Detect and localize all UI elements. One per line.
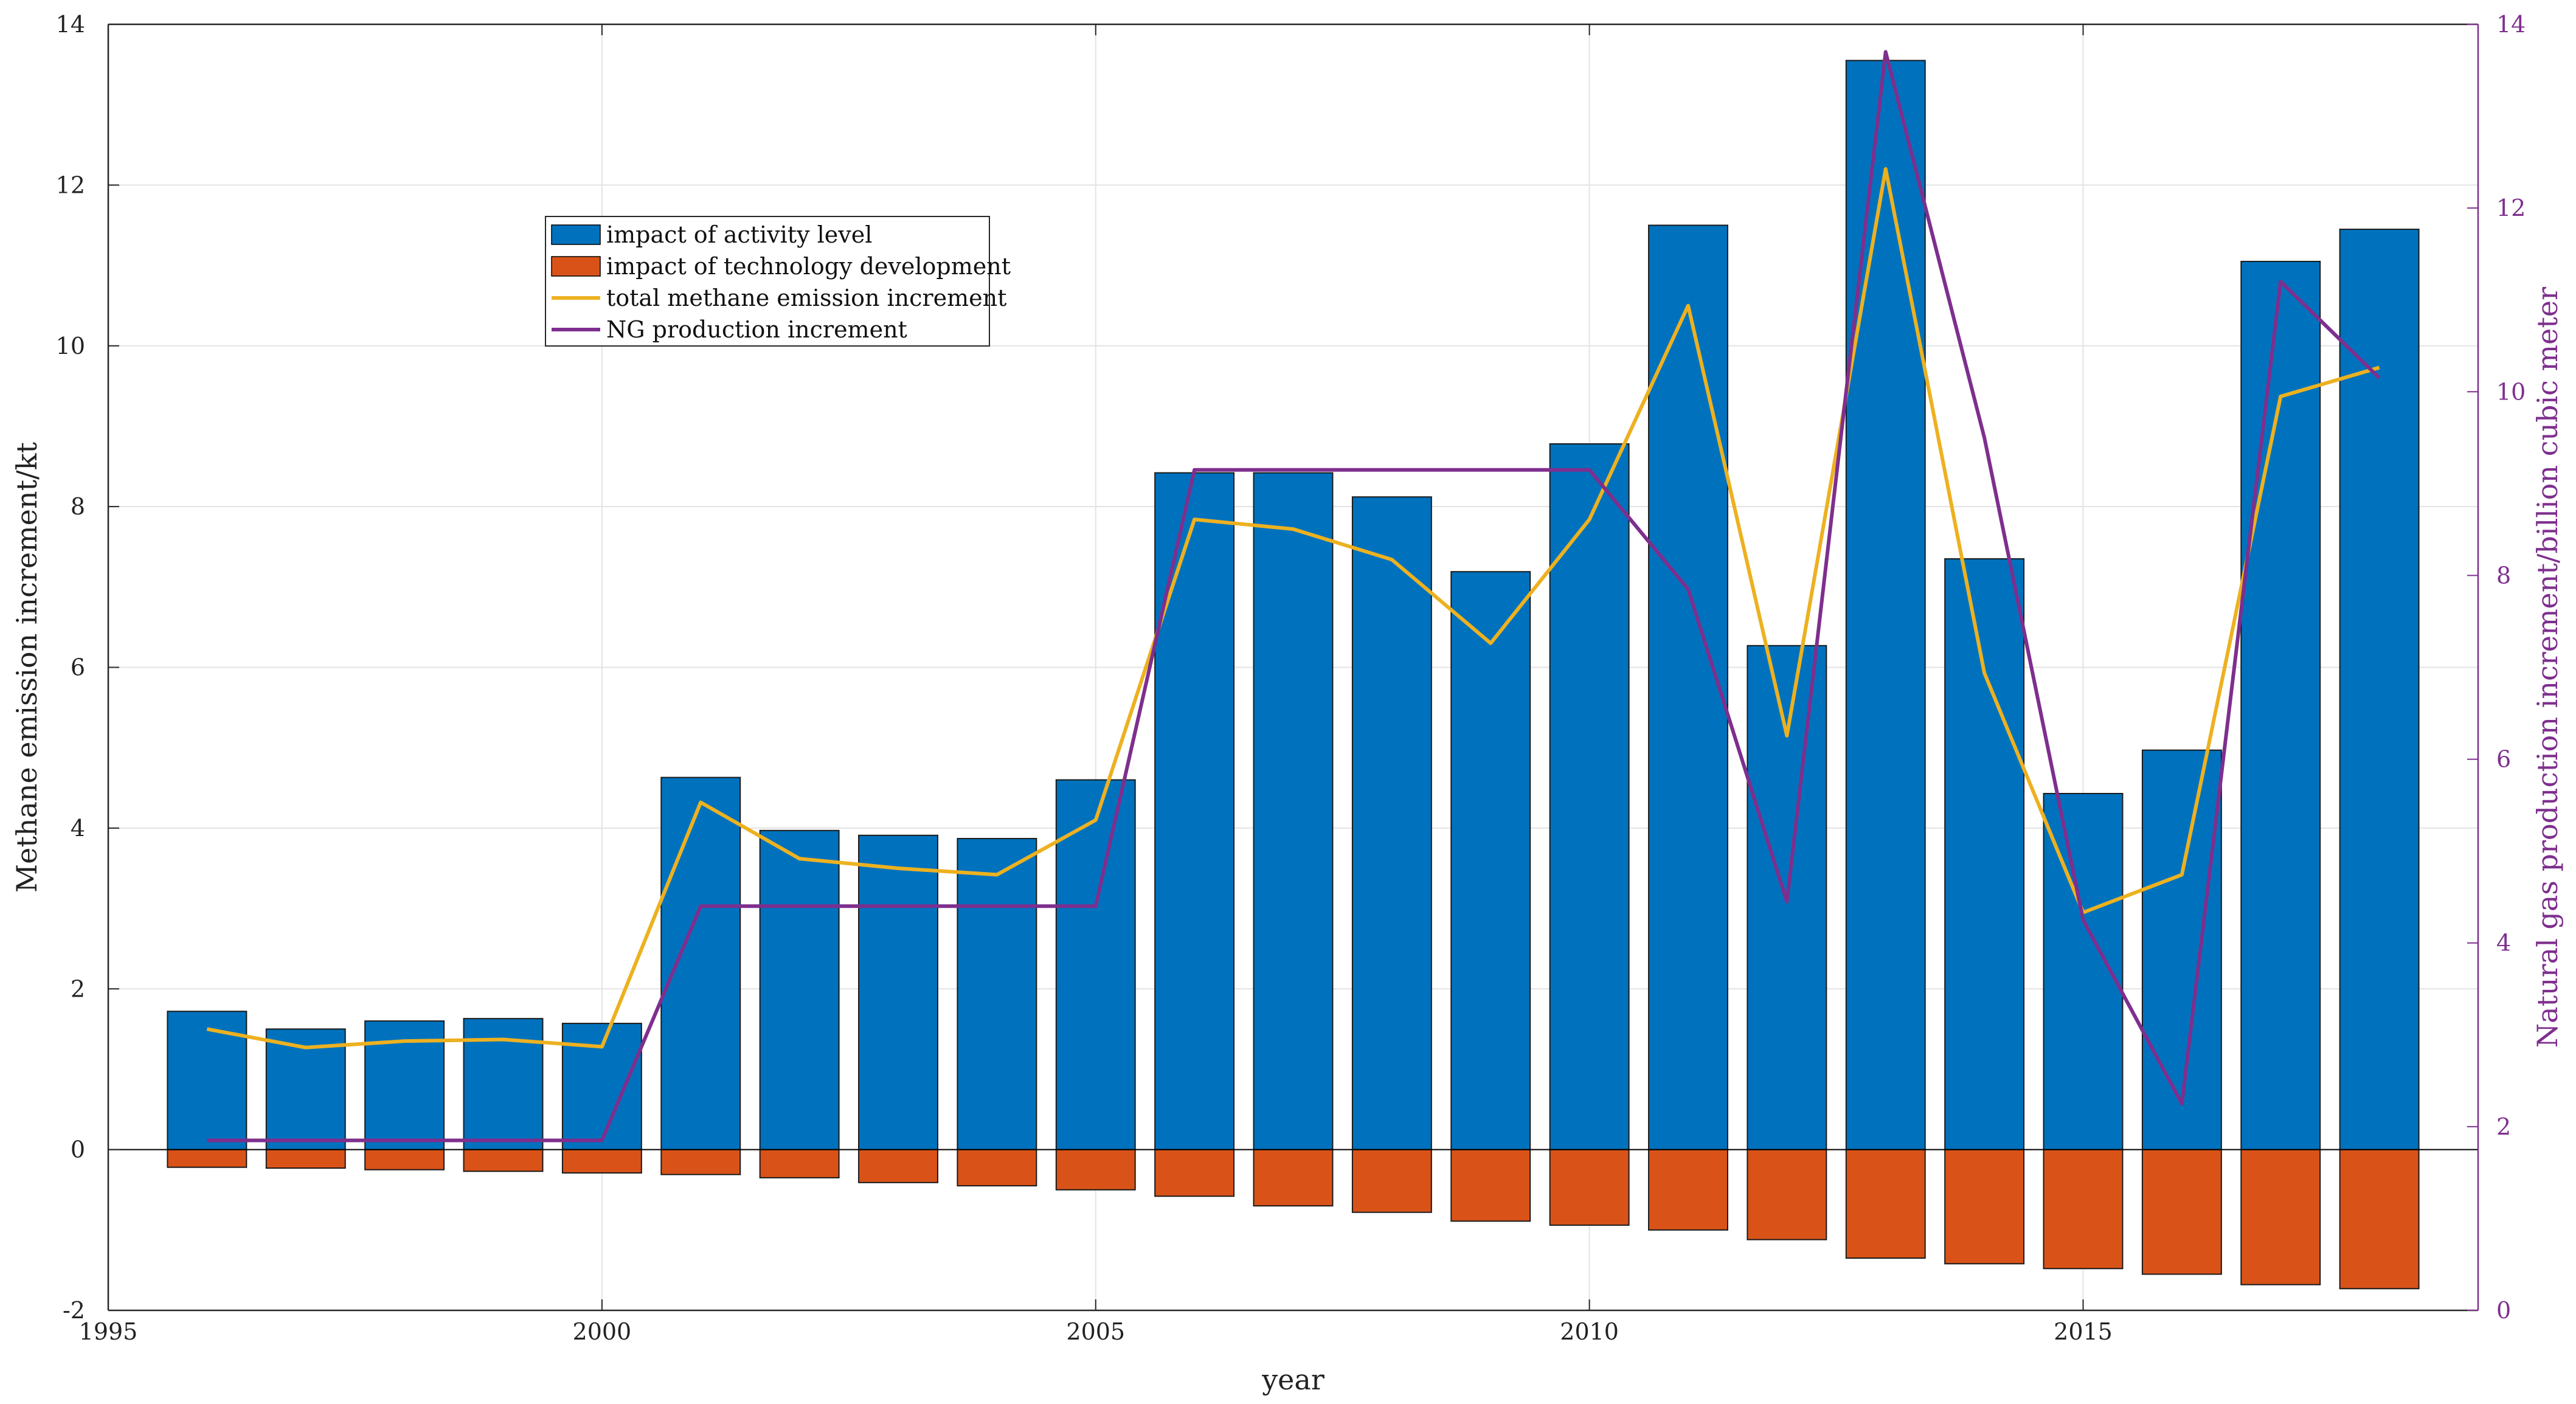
line-ng-production <box>207 50 2381 1143</box>
y-tick-label: 0 <box>71 1136 85 1163</box>
ticks: 1995 2000 2005 2010 2015 -2 0 2 4 6 8 10 12 14 0 2 4 6 8 10… <box>56 11 2526 1345</box>
bar-activity-level <box>1055 779 1136 1150</box>
bar-technology-development <box>1648 1149 1728 1231</box>
bar-technology-development <box>660 1149 741 1175</box>
x-tick-label: 2005 <box>1066 1318 1125 1345</box>
bar-activity-level <box>858 834 938 1150</box>
y2-tick-label: 0 <box>2496 1297 2511 1324</box>
bar-technology-development <box>167 1149 248 1168</box>
x-tick-label: 2015 <box>2054 1318 2113 1345</box>
y2-tick-label: 14 <box>2496 11 2526 38</box>
bar-activity-level <box>2339 229 2420 1150</box>
bar-technology-development <box>1154 1149 1235 1197</box>
x-tick-label: 2000 <box>573 1318 632 1345</box>
bar-technology-development <box>1944 1149 2025 1265</box>
y-tick-label: 10 <box>56 333 85 359</box>
y-axis-label: Methane emission increment/kt <box>10 442 43 893</box>
legend-swatch-activity <box>551 224 601 245</box>
y-tick-label: 4 <box>71 815 85 842</box>
y2-tick-label: 2 <box>2496 1113 2511 1140</box>
y2-tick-label: 4 <box>2496 930 2511 956</box>
bar-technology-development <box>1747 1149 1827 1240</box>
bar-technology-development <box>463 1149 544 1172</box>
bar-activity-level <box>1549 443 1630 1150</box>
y-tick-label: 6 <box>71 654 85 681</box>
bar-technology-development <box>2141 1149 2222 1275</box>
bar-activity-level <box>1845 60 1926 1150</box>
bar-activity-level <box>1253 472 1334 1150</box>
bar-activity-level <box>1351 496 1432 1150</box>
line-total-methane-emission <box>206 167 2380 1050</box>
bar-technology-development <box>957 1149 1037 1187</box>
bar-technology-development <box>1055 1149 1136 1191</box>
legend: impact of activity level impact of techn… <box>545 216 1011 347</box>
legend-label-technology: impact of technology development <box>606 253 1011 280</box>
x-axis-label: year <box>1261 1363 1324 1396</box>
legend-box <box>545 216 990 347</box>
x-tick-label: 1995 <box>79 1318 138 1345</box>
y-tick-label: 8 <box>71 493 85 520</box>
bar-activity-level <box>957 838 1037 1150</box>
bar-technology-development <box>1253 1149 1334 1207</box>
legend-swatch-technology <box>551 256 601 277</box>
bar-activity-level <box>759 829 840 1150</box>
bar-activity-level <box>167 1011 248 1150</box>
bar-technology-development <box>2043 1149 2124 1270</box>
lines <box>206 50 2381 1143</box>
y-tick-label: -2 <box>63 1297 85 1324</box>
y-tick-label: 2 <box>71 975 85 1002</box>
x-tick-label: 2010 <box>1560 1318 1619 1345</box>
bar-technology-development <box>1549 1149 1630 1226</box>
legend-item-activity: impact of activity level <box>551 221 872 248</box>
bar-technology-development <box>2240 1149 2321 1285</box>
bar-activity-level <box>1450 571 1531 1150</box>
bar-technology-development <box>1845 1149 1926 1259</box>
bar-technology-development <box>1450 1149 1531 1222</box>
y2-tick-label: 10 <box>2496 378 2526 405</box>
legend-item-technology: impact of technology development <box>551 253 1011 280</box>
legend-label-total-methane: total methane emission increment <box>606 285 1006 311</box>
y2-tick-label: 6 <box>2496 746 2511 773</box>
bar-technology-development <box>759 1149 840 1178</box>
bar-technology-development <box>858 1149 938 1183</box>
bar-activity-level <box>1944 558 2025 1150</box>
y-tick-label: 12 <box>56 171 85 198</box>
y2-axis-label: Natural gas production increment/billion… <box>2531 287 2564 1048</box>
y2-tick-label: 8 <box>2496 562 2511 589</box>
bar-activity-level <box>660 776 741 1150</box>
legend-item-ng-production: NG production increment <box>552 316 907 343</box>
bar-activity-level <box>1648 224 1728 1150</box>
bar-technology-development <box>364 1149 445 1171</box>
bar-technology-development <box>561 1149 642 1174</box>
legend-item-total-methane: total methane emission increment <box>552 285 1006 311</box>
legend-label-ng-production: NG production increment <box>606 316 907 343</box>
y2-tick-label: 12 <box>2496 195 2526 221</box>
y-tick-label: 14 <box>56 11 85 38</box>
bar-technology-development <box>265 1149 346 1169</box>
bar-technology-development <box>2339 1149 2420 1290</box>
bar-activity-level <box>2240 260 2321 1150</box>
bar-technology-development <box>1351 1149 1432 1213</box>
legend-label-activity: impact of activity level <box>606 221 872 248</box>
bar-activity-level <box>1154 472 1235 1150</box>
bar-activity-level <box>2141 749 2222 1150</box>
